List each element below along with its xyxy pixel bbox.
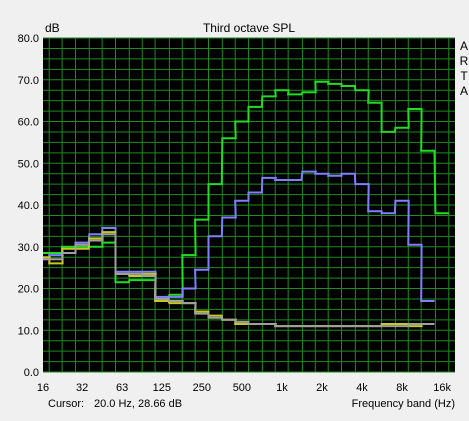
x-tick-label: 16	[37, 382, 49, 394]
y-tick-label: 20.0	[18, 284, 39, 296]
y-axis-unit-label: dB	[45, 21, 60, 35]
series-line-2	[43, 170, 435, 302]
y-tick-label: 70.0	[18, 75, 39, 87]
series-line-4	[43, 233, 435, 328]
x-tick-label: 250	[193, 382, 211, 394]
x-tick-labels: 16 32 63 125 250 500 1k 2k 4k 8k 16k	[37, 382, 452, 394]
side-letter: T	[460, 69, 468, 83]
x-tick-label: 63	[116, 382, 128, 394]
chart-title: Third octave SPL	[203, 21, 295, 35]
y-tick-label: 80.0	[18, 33, 39, 45]
x-tick-label: 32	[76, 382, 88, 394]
x-tick-label: 4k	[356, 382, 368, 394]
y-tick-label: 10.0	[18, 325, 39, 337]
frequency-axis-label: Frequency band (Hz)	[351, 398, 455, 410]
x-tick-label: 500	[233, 382, 251, 394]
y-tick-labels: 0.0 10.0 20.0 30.0 40.0 50.0 60.0 70.0 80.0	[18, 33, 39, 379]
x-tick-label: 1k	[276, 382, 288, 394]
side-letter: A	[460, 39, 468, 53]
y-tick-label: 40.0	[18, 200, 39, 212]
cursor-label: Cursor:	[48, 398, 85, 410]
y-tick-label: 60.0	[18, 117, 39, 129]
y-tick-label: 30.0	[18, 242, 39, 254]
cursor-readout: 20.0 Hz, 28.66 dB	[94, 398, 183, 410]
series-lines	[43, 80, 449, 328]
y-tick-label: 50.0	[18, 158, 39, 170]
y-tick-label: 0.0	[24, 367, 39, 379]
x-tick-label: 2k	[316, 382, 328, 394]
x-tick-label: 125	[153, 382, 171, 394]
x-tick-label: 16k	[433, 382, 451, 394]
side-letter: R	[460, 54, 469, 68]
side-letter: A	[460, 84, 468, 98]
x-tick-label: 8k	[396, 382, 408, 394]
